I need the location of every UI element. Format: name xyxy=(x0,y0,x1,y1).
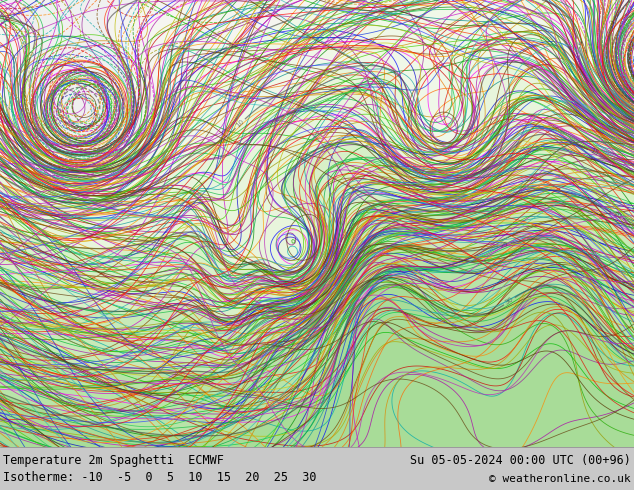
Text: Temperature 2m Spaghetti  ECMWF: Temperature 2m Spaghetti ECMWF xyxy=(3,454,224,467)
Text: -5: -5 xyxy=(94,110,103,119)
Text: 5: 5 xyxy=(228,41,235,49)
Text: 25: 25 xyxy=(500,241,510,248)
Text: 20: 20 xyxy=(612,211,623,220)
Text: © weatheronline.co.uk: © weatheronline.co.uk xyxy=(489,474,631,484)
Text: 5: 5 xyxy=(574,40,581,46)
Text: 30: 30 xyxy=(504,296,515,306)
Text: 0: 0 xyxy=(29,50,36,56)
Text: 15: 15 xyxy=(588,148,599,157)
Text: Isotherme: -10  -5  0  5  10  15  20  25  30: Isotherme: -10 -5 0 5 10 15 20 25 30 xyxy=(3,470,316,484)
Text: 10: 10 xyxy=(235,119,245,129)
Text: Su 05-05-2024 00:00 UTC (00+96): Su 05-05-2024 00:00 UTC (00+96) xyxy=(410,454,631,467)
Text: -5: -5 xyxy=(628,72,634,80)
Text: 0: 0 xyxy=(609,20,616,26)
